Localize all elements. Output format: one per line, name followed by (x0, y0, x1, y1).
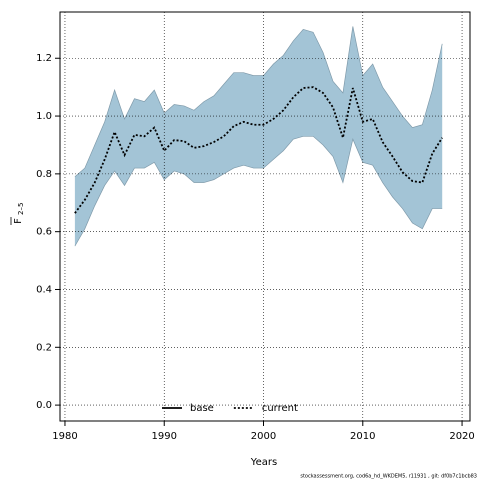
y-axis-label-sub: 2–5 (17, 203, 25, 215)
y-tick-label: 0.2 (36, 342, 52, 353)
band-upper (74, 26, 443, 178)
x-tick-label: 2010 (350, 431, 375, 442)
y-tick-label: 1.2 (36, 53, 52, 64)
legend-label: current (262, 403, 298, 414)
y-axis-label-group: F 2–5 (10, 203, 25, 225)
y-tick-label: 0.8 (36, 169, 52, 180)
footer: stockassessment.org, cod6a_hd_WKDEM5, r1… (300, 474, 477, 480)
x-axis-label: Years (250, 457, 277, 468)
y-tick-label: 0.6 (36, 227, 52, 238)
y-tick-label: 0.4 (36, 284, 52, 295)
x-tick-label: 1990 (152, 431, 177, 442)
current-line (74, 86, 443, 214)
legend-label: base (190, 403, 214, 414)
x-tick-label: 2000 (251, 431, 276, 442)
x-tick-label: 2020 (449, 431, 474, 442)
confidence-band (74, 26, 443, 247)
plot-frame (59, 11, 471, 422)
y-tick-label: 1.0 (36, 111, 52, 122)
band-lower (74, 135, 443, 247)
x-tick-label: 1980 (52, 431, 77, 442)
y-tick-label: 0.0 (36, 400, 52, 411)
y-axis-label: F (13, 218, 24, 224)
